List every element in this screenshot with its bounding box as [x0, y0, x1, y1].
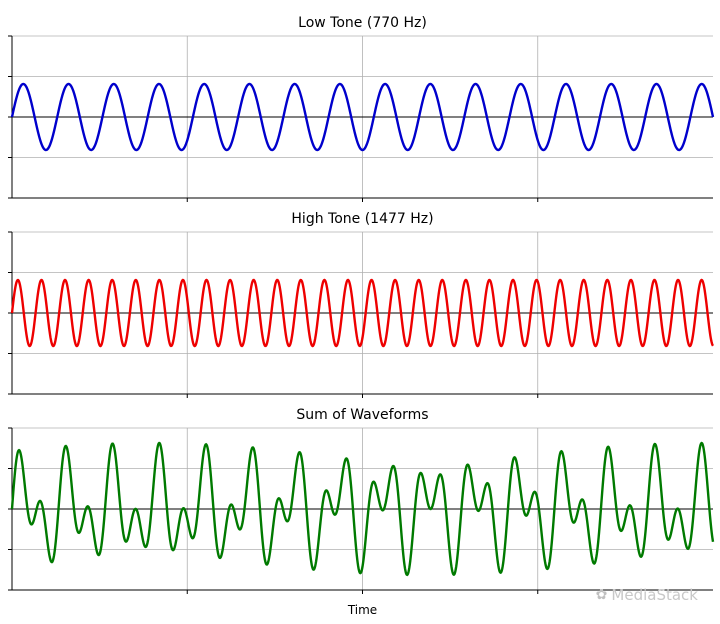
- waveform-series-line: [10, 82, 715, 152]
- high-tone-panel: High Tone (1477 Hz): [8, 211, 714, 398]
- low-tone-title: Low Tone (770 Hz): [298, 15, 427, 31]
- high-tone-title: High Tone (1477 Hz): [291, 211, 433, 227]
- watermark: ✿ MediaStack: [596, 586, 698, 604]
- waveform-series-line: [10, 278, 714, 348]
- sum-panel: Sum of Waveforms: [8, 407, 715, 594]
- watermark-text: MediaStack: [611, 586, 698, 604]
- waveform-series-line: [10, 441, 715, 577]
- x-axis-label: Time: [347, 603, 377, 617]
- wechat-icon: ✿: [595, 587, 608, 603]
- sum-title: Sum of Waveforms: [296, 407, 428, 423]
- low-tone-panel: Low Tone (770 Hz): [8, 15, 715, 202]
